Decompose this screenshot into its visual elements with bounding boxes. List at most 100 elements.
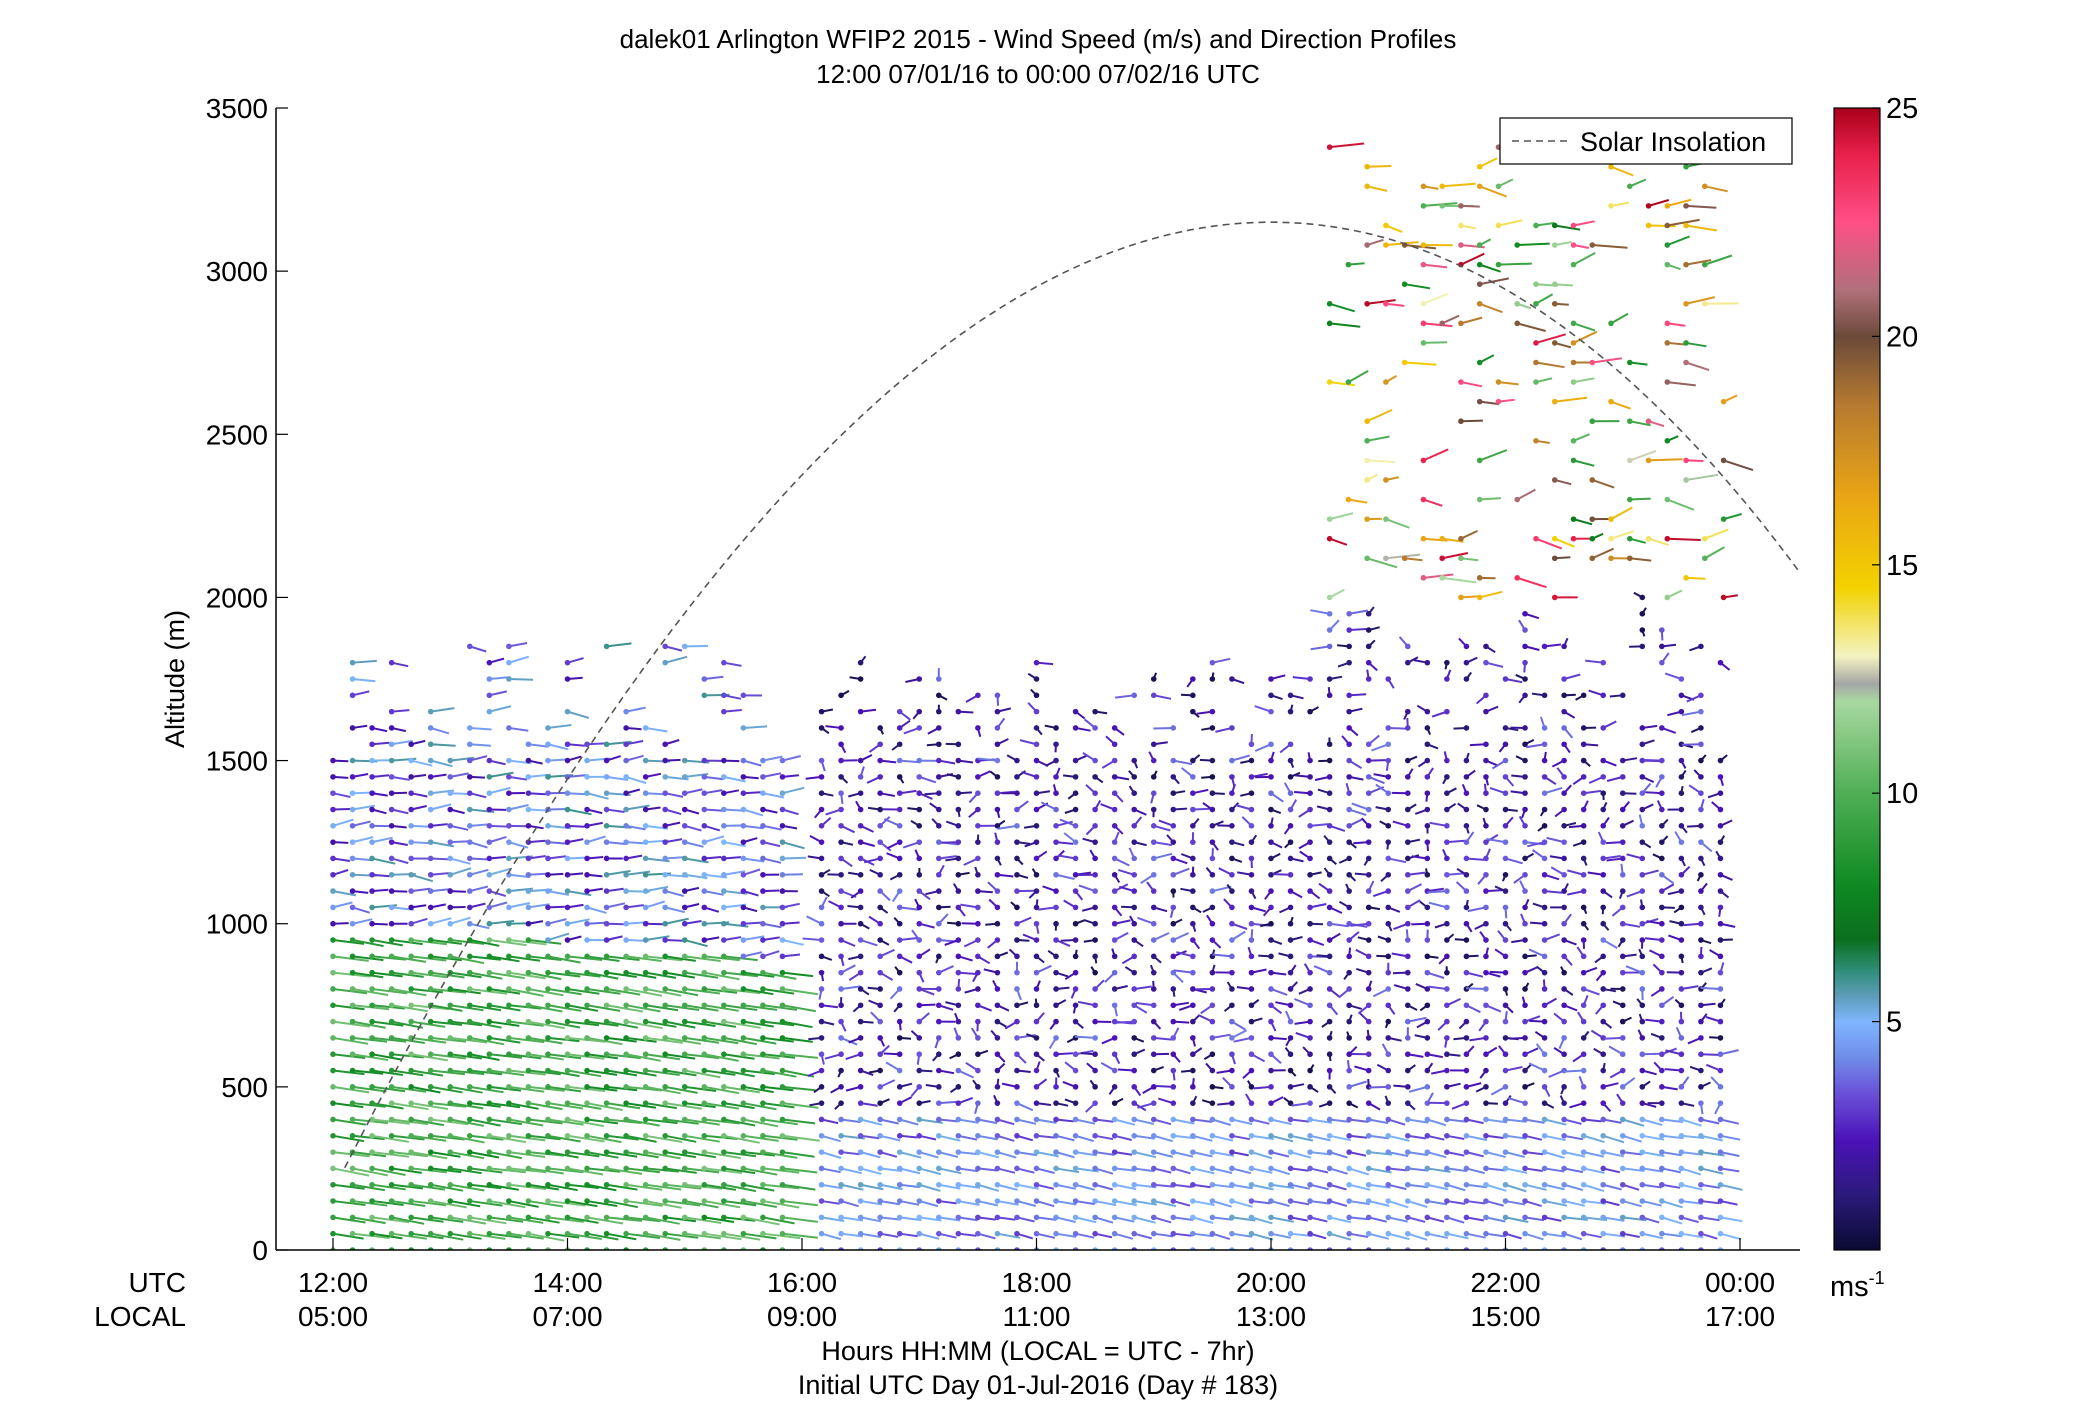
wind-barb-shaft: [508, 804, 529, 811]
wind-barb-shaft: [508, 902, 531, 909]
wind-barb-shaft: [352, 906, 370, 914]
wind-barb-shaft: [1016, 1151, 1038, 1157]
wind-barb-point: [1111, 741, 1118, 748]
wind-barb-shaft: [1310, 645, 1330, 651]
wind-barb-shaft: [450, 971, 482, 979]
wind-barb-shaft: [430, 1053, 467, 1060]
wind-barb-shaft: [450, 1200, 481, 1208]
wind-barb-point: [1424, 725, 1431, 731]
wind-barbs: [330, 137, 1754, 1250]
wind-barb-point: [994, 855, 1001, 862]
wind-barb-point: [1229, 1018, 1235, 1025]
wind-barb-point: [388, 920, 395, 927]
wind-barb-point: [349, 904, 356, 911]
wind-barb-point: [1717, 1133, 1724, 1139]
wind-barb-point: [427, 1165, 434, 1172]
wind-barb-point: [349, 839, 356, 845]
wind-barb-shaft: [469, 1183, 502, 1190]
wind-barb-shaft: [1583, 1183, 1605, 1193]
wind-barb-point: [349, 1165, 356, 1172]
wind-barb-point: [1346, 610, 1352, 617]
wind-barb-point: [1268, 1149, 1274, 1155]
wind-barb-point: [1659, 757, 1665, 764]
wind-barb-shaft: [723, 936, 742, 942]
wind-barb-shaft: [1681, 985, 1699, 990]
wind-barb-point: [1287, 1214, 1294, 1221]
wind-barb-point: [623, 1198, 629, 1204]
wind-barb-shaft: [469, 1004, 502, 1012]
wind-barb-point: [1561, 643, 1567, 650]
wind-barb-point: [1639, 725, 1646, 731]
wind-barb-shaft: [762, 1134, 798, 1141]
wind-barb-point: [603, 839, 610, 845]
wind-barb-point: [1326, 676, 1333, 682]
wind-barb-point: [466, 1018, 473, 1025]
wind-barb-point: [1365, 1067, 1372, 1074]
wind-barb-shaft: [1094, 1134, 1114, 1141]
wind-barb-shaft: [684, 1004, 719, 1012]
wind-barb-point: [1580, 1002, 1587, 1009]
wind-barb-point: [1014, 953, 1020, 960]
wind-barb-point: [1150, 1002, 1157, 1009]
wind-barb-shaft: [1517, 242, 1550, 247]
wind-barb-point: [994, 1002, 1001, 1009]
wind-barb-point: [896, 871, 903, 878]
wind-barb-shaft: [625, 904, 644, 909]
wind-barb-point: [1326, 144, 1333, 150]
wind-barb-point: [1580, 1133, 1587, 1139]
wind-barb-point: [701, 806, 708, 813]
wind-barb-point: [388, 1181, 395, 1188]
wind-barb-point: [916, 953, 923, 960]
wind-barb-point: [1678, 757, 1685, 764]
wind-barb-shaft: [1388, 1151, 1409, 1158]
wind-barb-point: [1033, 659, 1040, 666]
wind-barb-point: [721, 1002, 727, 1009]
wind-barb-shaft: [352, 1069, 384, 1075]
wind-barb-shaft: [899, 789, 917, 795]
wind-barb-point: [1229, 725, 1235, 731]
wind-barb-shaft: [469, 1232, 506, 1240]
wind-barb-shaft: [1366, 557, 1398, 569]
wind-barb-point: [1072, 823, 1079, 829]
wind-barb-shaft: [411, 1134, 447, 1142]
wind-barb-point: [1698, 1214, 1704, 1221]
wind-barb-point: [838, 871, 844, 878]
wind-barb-point: [1131, 1100, 1138, 1106]
wind-barb-point: [1383, 222, 1389, 229]
wind-barb-point: [466, 969, 473, 976]
wind-barb-point: [1659, 871, 1665, 878]
wind-barb-shaft: [489, 890, 506, 897]
wind-barb-shaft: [1271, 1249, 1275, 1250]
wind-barb-point: [1463, 790, 1470, 796]
wind-barb-point: [1326, 1051, 1333, 1058]
wind-barb-shaft: [391, 987, 427, 997]
wind-barb-point: [701, 1230, 708, 1237]
wind-barb-point: [408, 855, 414, 862]
wind-barb-point: [1150, 1035, 1157, 1041]
wind-barb-point: [1541, 774, 1548, 780]
wind-barb-point: [1307, 969, 1313, 976]
wind-barb-shaft: [1720, 1232, 1742, 1241]
wind-barb-point: [564, 741, 571, 748]
wind-barb-point: [1639, 953, 1646, 960]
wind-barb-shaft: [1309, 1183, 1329, 1191]
wind-barb-point: [1346, 1035, 1352, 1041]
wind-barb-shaft: [938, 1249, 943, 1250]
wind-barb-shaft: [645, 1020, 677, 1028]
wind-barb-point: [1619, 920, 1626, 927]
wind-barb-point: [1170, 1198, 1177, 1204]
wind-barb-point: [603, 774, 610, 780]
wind-barb-shaft: [528, 1200, 564, 1208]
wind-barb-point: [349, 1198, 356, 1204]
wind-barb-point: [838, 1214, 844, 1221]
wind-barb-point: [349, 937, 356, 943]
wind-barb-shaft: [469, 922, 490, 930]
wind-barb-point: [525, 1230, 532, 1237]
wind-barb-shaft: [879, 1134, 901, 1142]
wind-barb-shaft: [1348, 1080, 1367, 1088]
wind-barb-shaft: [391, 1216, 425, 1225]
wind-barb-point: [1717, 937, 1724, 943]
wind-barb-point: [1170, 855, 1177, 862]
wind-barb-point: [935, 969, 942, 976]
wind-barb-point: [1287, 741, 1294, 748]
